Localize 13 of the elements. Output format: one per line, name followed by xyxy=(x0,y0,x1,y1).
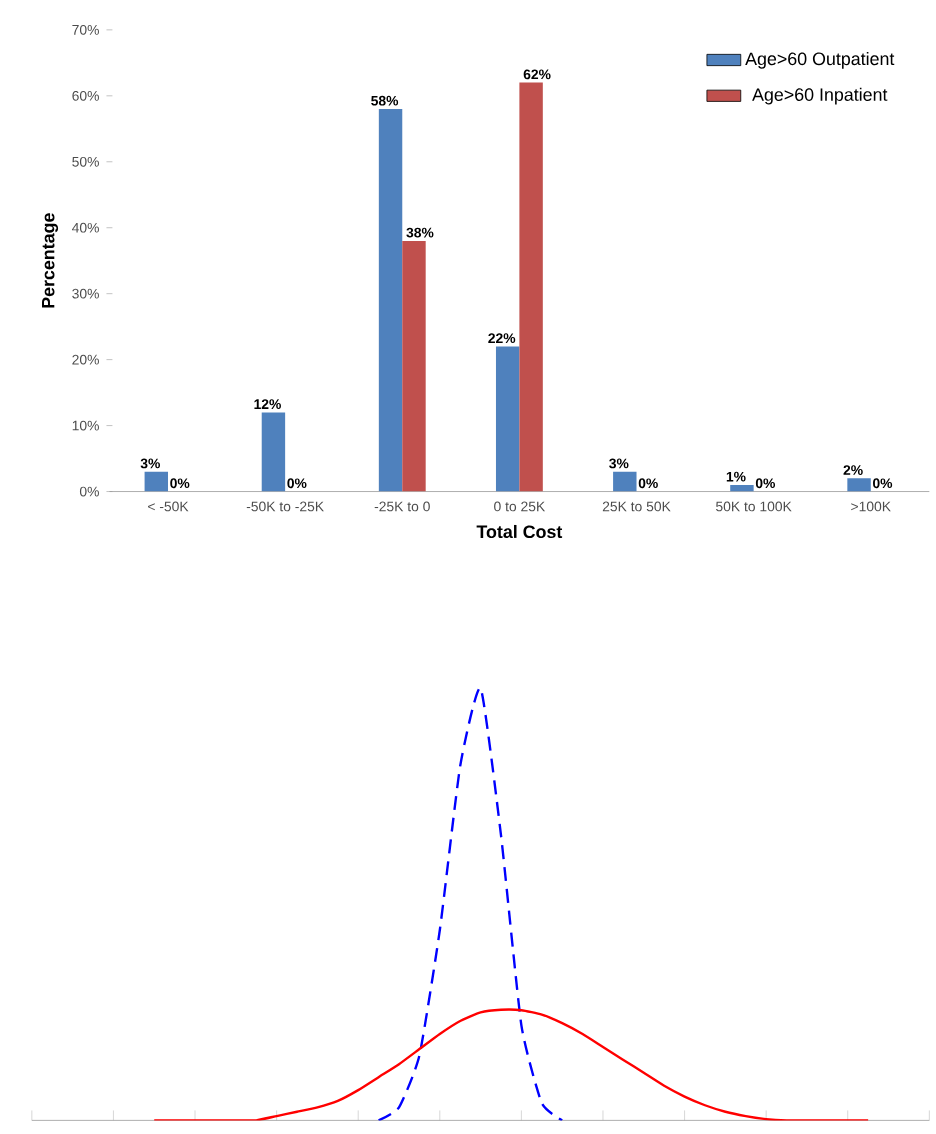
bar xyxy=(496,346,520,492)
bar xyxy=(402,240,426,492)
bar xyxy=(144,471,169,492)
bar xyxy=(847,478,871,492)
y-axis-title: Percentage xyxy=(42,213,59,308)
legend-label: Age>60 Outpatient xyxy=(745,52,895,69)
bar xyxy=(519,82,543,492)
bar xyxy=(730,484,754,492)
bar xyxy=(261,412,286,492)
legend-label: Age>60 Inpatient xyxy=(752,87,888,105)
bar xyxy=(613,471,637,492)
x-axis-title: Total Cost xyxy=(476,524,563,539)
bar xyxy=(378,109,403,492)
